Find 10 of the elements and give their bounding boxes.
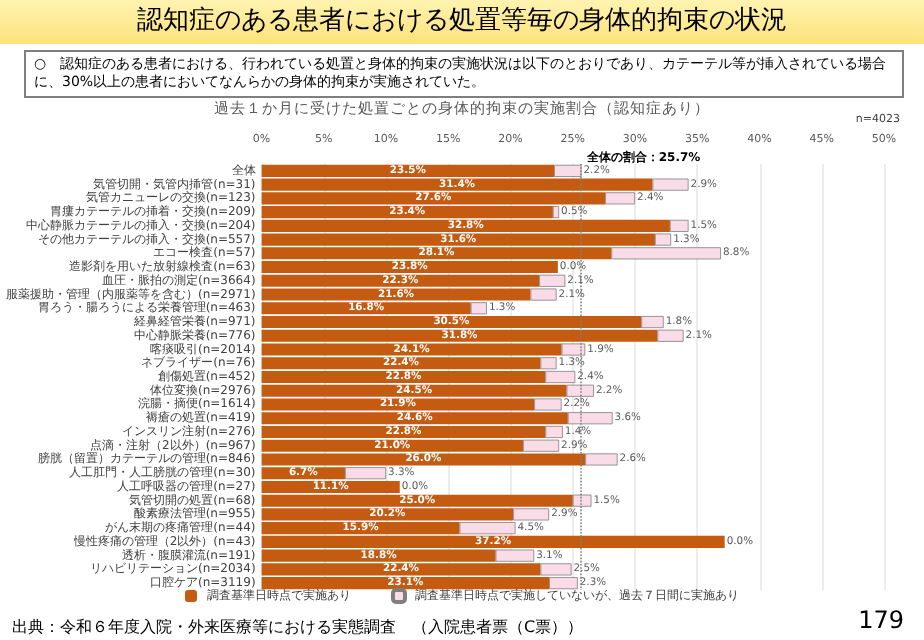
bar [344,467,387,480]
bar [534,398,562,411]
bar [552,206,560,219]
bar [652,178,689,191]
text: 179 [858,604,904,636]
bar [470,302,487,315]
source-note: 出典：令和６年度入院・外来医療等における実態調査 （入院患者票（C票）） [12,616,584,638]
bar [495,549,535,562]
bar [605,192,636,205]
chart-title: 認知症のある患者における処置等毎の身体的拘束の状況 [0,0,924,44]
